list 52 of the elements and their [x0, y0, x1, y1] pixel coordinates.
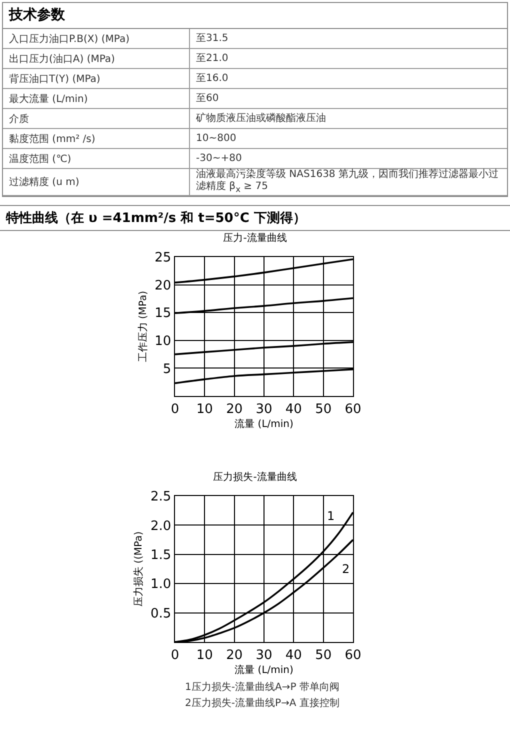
text: 技术参数 — [3, 3, 507, 29]
y-axis-title: 压力损失 ((MPa) — [132, 531, 145, 607]
x-axis-title: 流量 (L/min) — [234, 418, 294, 430]
series-label: 2 — [342, 562, 350, 576]
chart-title: 压力损失-流量曲线 — [213, 471, 297, 484]
chart-title: 压力-流量曲线 — [223, 232, 287, 244]
text: 矿物质液压油或磷酸酯液压油 — [196, 112, 326, 124]
x-tick-label: 50 — [315, 648, 332, 663]
text: 背压油口T(Y) (MPa) — [9, 72, 100, 86]
y-tick-label: 2.0 — [150, 518, 172, 534]
x-tick-label: 10 — [196, 402, 213, 417]
text: 最大流量 (L/min) — [9, 92, 88, 106]
chart-subtitle: 特性曲线（在 υ =41mm²/s 和 t=50°C 下测得） — [0, 205, 510, 231]
text: -30~+80 — [196, 152, 242, 164]
y-tick-label: 0.5 — [150, 606, 172, 622]
x-tick-label: 60 — [344, 402, 362, 417]
x-tick-label: 10 — [196, 648, 213, 663]
y-axis-title: 工作压力 (MPa) — [136, 290, 149, 362]
y-tick-label: 15 — [154, 306, 172, 322]
text: 至60 — [196, 92, 219, 104]
text: 温度范围 (℃) — [9, 152, 72, 166]
y-tick-label: 1.0 — [150, 577, 172, 592]
y-tick-label: 5 — [162, 362, 172, 377]
text: 油液最高污染度等级 NAS1638 第九级，因而我们推荐过滤器最小过滤精度 β$_{x}$ ≥ 75 — [196, 169, 500, 195]
text: 出口压力(油口A) (MPa) — [9, 52, 115, 66]
x-tick-label: 0 — [170, 648, 180, 663]
text: 黏度范围 (mm² /s) — [9, 132, 96, 146]
x-tick-label: 30 — [256, 402, 272, 417]
series-label: 1 — [327, 509, 335, 523]
text: 过滤精度 (u m) — [9, 176, 80, 189]
y-tick-label: 20 — [154, 278, 172, 294]
x-tick-label: 30 — [256, 648, 272, 663]
x-tick-label: 40 — [285, 648, 302, 663]
text: 至16.0 — [196, 72, 228, 84]
y-tick-label: 2.5 — [150, 490, 172, 505]
x-tick-label: 20 — [226, 648, 243, 663]
x-tick-label: 20 — [226, 402, 243, 417]
y-tick-label: 1.5 — [150, 548, 172, 563]
text: 至21.0 — [196, 52, 228, 64]
y-tick-label: 25 — [154, 250, 172, 266]
text: 1压力损失-流量曲线A→P 带单向阀 — [185, 680, 340, 695]
x-tick-label: 0 — [170, 402, 180, 417]
text: 至31.5 — [196, 32, 228, 44]
text: 2压力损失-流量曲线P→A 直接控制 — [185, 696, 340, 711]
x-tick-label: 40 — [285, 402, 302, 417]
x-tick-label: 60 — [344, 648, 362, 663]
y-tick-label: 10 — [154, 334, 172, 349]
x-tick-label: 50 — [315, 402, 332, 417]
text: 介质 — [9, 112, 29, 126]
text: 10~800 — [196, 132, 236, 144]
x-axis-title: 流量 (L/min) — [234, 664, 294, 676]
text: 入口压力油口P.B(X) (MPa) — [9, 32, 130, 46]
